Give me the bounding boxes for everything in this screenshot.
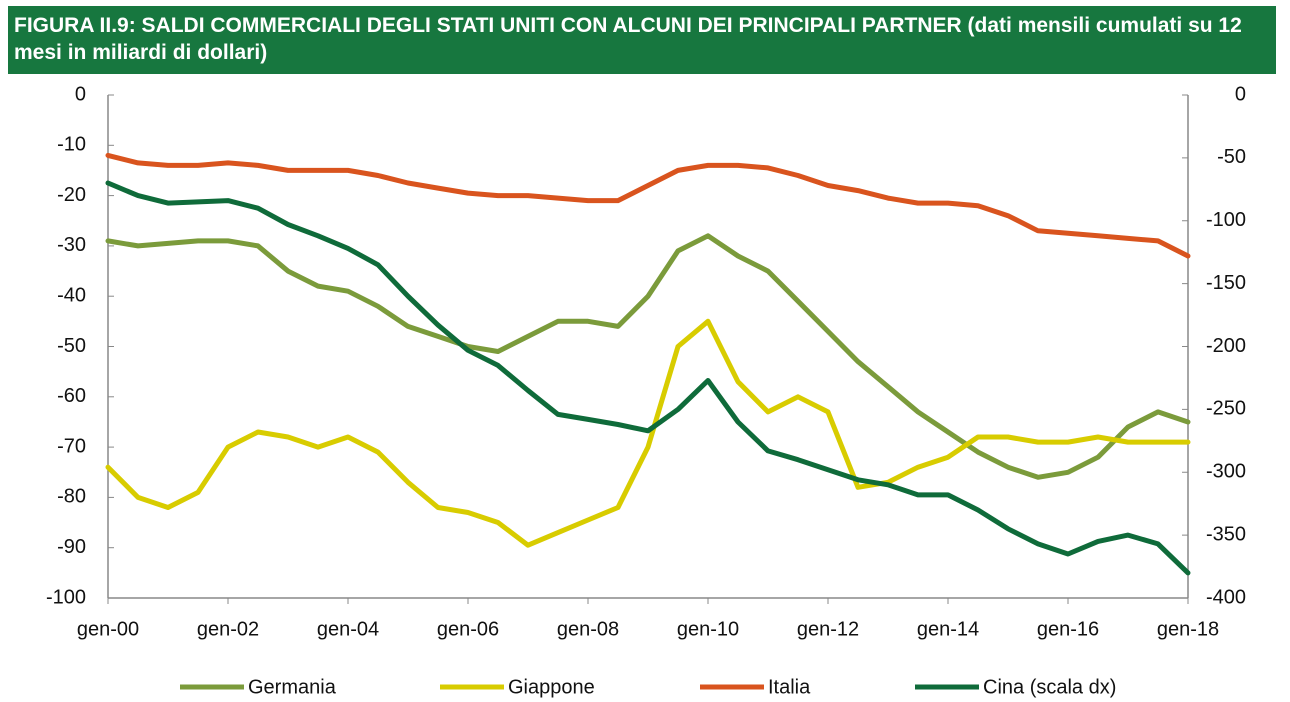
series-line [105, 233, 1191, 480]
y-tick-label: -90 [57, 536, 86, 558]
y2-tick-label: -200 [1206, 335, 1246, 357]
y-tick-label: -70 [57, 435, 86, 457]
y2-tick-label: -350 [1206, 523, 1246, 545]
y-tick-label: -100 [46, 586, 86, 608]
y-tick-label: -10 [57, 134, 86, 156]
x-tick-label: gen-10 [677, 618, 739, 640]
x-tick-label: gen-08 [557, 618, 619, 640]
x-tick-label: gen-16 [1037, 618, 1099, 640]
y2-tick-label: -250 [1206, 398, 1246, 420]
x-tick-label: gen-02 [197, 618, 259, 640]
legend-label: Germania [248, 676, 337, 698]
x-tick-label: gen-18 [1157, 618, 1219, 640]
series-line [105, 180, 1191, 576]
y-tick-label: -20 [57, 184, 86, 206]
y-tick-label: -50 [57, 335, 86, 357]
y-tick-label: -40 [57, 284, 86, 306]
y-tick-label: 0 [75, 83, 86, 105]
x-tick-label: gen-12 [797, 618, 859, 640]
legend-label: Giappone [508, 676, 595, 698]
x-tick-label: gen-04 [317, 618, 379, 640]
y2-tick-label: -400 [1206, 586, 1246, 608]
y2-tick-label: -100 [1206, 209, 1246, 231]
y2-tick-label: -300 [1206, 461, 1246, 483]
y-tick-label: -60 [57, 385, 86, 407]
series-line [105, 152, 1191, 259]
y2-tick-label: -150 [1206, 272, 1246, 294]
y-tick-label: -80 [57, 486, 86, 508]
y2-tick-label: 0 [1235, 83, 1246, 105]
legend-label: Cina (scala dx) [983, 676, 1116, 698]
y2-tick-label: -50 [1217, 146, 1246, 168]
legend-label: Italia [768, 676, 811, 698]
x-tick-label: gen-06 [437, 618, 499, 640]
series-line [105, 318, 1191, 548]
chart-title: FIGURA II.9: SALDI COMMERCIALI DEGLI STA… [8, 6, 1276, 74]
x-tick-label: gen-14 [917, 618, 979, 640]
x-tick-label: gen-00 [77, 618, 139, 640]
y-tick-label: -30 [57, 234, 86, 256]
